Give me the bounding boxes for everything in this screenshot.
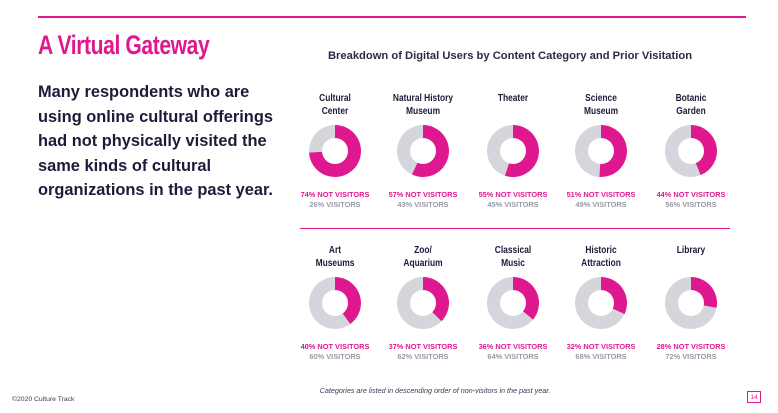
lead-text: Many respondents who are using online cu… bbox=[38, 83, 273, 199]
donut-chart bbox=[486, 277, 539, 329]
page-number: 14 bbox=[747, 391, 761, 403]
not-visitors-label: 40% NOT VISITORS bbox=[300, 342, 370, 351]
copyright: ©2020 Culture Track bbox=[12, 396, 75, 403]
donut-chart bbox=[664, 125, 717, 177]
not-visitors-label: 51% NOT VISITORS bbox=[566, 190, 636, 199]
donut-hole bbox=[322, 290, 348, 316]
donut-hole bbox=[588, 138, 614, 164]
page-title: A Virtual Gateway bbox=[38, 30, 210, 60]
donut-hole bbox=[500, 290, 526, 316]
visitors-label: 72% VISITORS bbox=[665, 352, 717, 361]
category-label: Classical Music bbox=[494, 244, 532, 269]
category-label: Cultural Center bbox=[319, 92, 351, 117]
donut-hole bbox=[322, 138, 348, 164]
donut-chart bbox=[574, 125, 627, 177]
donut-hole bbox=[678, 290, 704, 316]
category-label: Theater bbox=[497, 92, 529, 104]
not-visitors-label: 44% NOT VISITORS bbox=[656, 190, 726, 199]
visitors-label: 60% VISITORS bbox=[309, 352, 361, 361]
visitors-slice bbox=[486, 125, 513, 176]
not-visitors-label: 32% NOT VISITORS bbox=[566, 342, 636, 351]
donut-hole bbox=[678, 138, 704, 164]
donut-chart bbox=[397, 277, 450, 329]
donut-chart bbox=[396, 124, 449, 177]
donut-chart bbox=[665, 277, 718, 329]
row-divider bbox=[300, 228, 730, 229]
visitors-label: 56% VISITORS bbox=[665, 200, 717, 209]
visitors-label: 64% VISITORS bbox=[487, 352, 539, 361]
donut-hole bbox=[588, 290, 614, 316]
not-visitors-label: 36% NOT VISITORS bbox=[478, 342, 548, 351]
not-visitors-slice bbox=[423, 277, 450, 322]
donut-chart bbox=[575, 277, 628, 329]
top-rule bbox=[38, 16, 746, 18]
not-visitors-label: 57% NOT VISITORS bbox=[388, 190, 458, 199]
visitors-label: 62% VISITORS bbox=[397, 352, 449, 361]
donut-chart bbox=[486, 125, 539, 177]
donut-hole bbox=[410, 138, 436, 164]
category-label: Historic Attraction bbox=[581, 244, 621, 269]
not-visitors-label: 74% NOT VISITORS bbox=[300, 190, 370, 199]
not-visitors-slice bbox=[335, 277, 361, 325]
not-visitors-slice bbox=[691, 125, 717, 176]
visitors-label: 45% VISITORS bbox=[487, 200, 539, 209]
category-label: Library bbox=[676, 244, 706, 256]
not-visitors-slice bbox=[513, 277, 539, 320]
category-label: Science Museum bbox=[583, 92, 619, 117]
category-label: Natural History Museum bbox=[392, 92, 454, 117]
category-label: Zoo/ Aquarium bbox=[403, 244, 443, 269]
category-label: Botanic Garden bbox=[675, 92, 707, 117]
visitors-label: 26% VISITORS bbox=[309, 200, 361, 209]
donut-chart bbox=[308, 125, 361, 177]
chart-title: Breakdown of Digital Users by Content Ca… bbox=[327, 50, 693, 62]
footnote: Categories are listed in descending orde… bbox=[319, 386, 551, 395]
category-label: Art Museums bbox=[315, 244, 355, 269]
visitors-label: 43% VISITORS bbox=[397, 200, 449, 209]
not-visitors-label: 28% NOT VISITORS bbox=[656, 342, 726, 351]
visitors-slice bbox=[574, 125, 601, 177]
visitors-label: 68% VISITORS bbox=[575, 352, 627, 361]
donut-hole bbox=[500, 138, 526, 164]
visitors-label: 49% VISITORS bbox=[575, 200, 627, 209]
donut-hole bbox=[410, 290, 436, 316]
not-visitors-label: 55% NOT VISITORS bbox=[478, 190, 548, 199]
donut-chart bbox=[308, 277, 361, 329]
not-visitors-label: 37% NOT VISITORS bbox=[388, 342, 458, 351]
